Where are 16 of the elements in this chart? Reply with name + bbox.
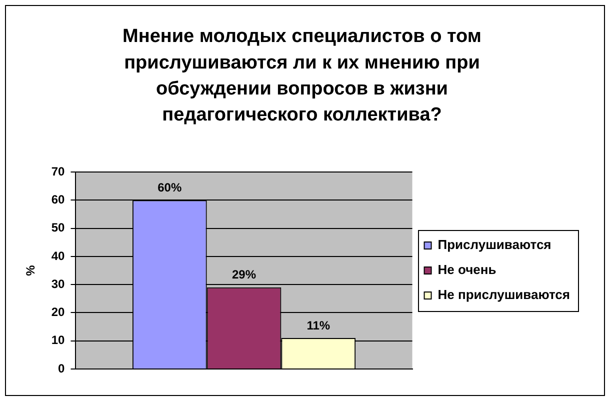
y-tick-label: 20 <box>51 305 66 320</box>
chart-title: Мнение молодых специалистов о том прислушиваются ли к их мнению при обсуждении вопросов в жизни педагогического коллектива? <box>122 26 482 126</box>
legend-label: Не прислушиваются <box>438 287 570 302</box>
y-tick-label: 70 <box>51 164 66 178</box>
legend-label: Прислушиваются <box>438 237 552 252</box>
y-axis-title: % <box>24 264 38 276</box>
y-tick-label: 30 <box>51 276 66 291</box>
y-tick-label: 0 <box>58 361 66 376</box>
y-tick-label: 60 <box>51 192 66 207</box>
y-tick-label: 50 <box>51 220 66 235</box>
y-tick-label: 40 <box>51 248 66 263</box>
data-label: 11% <box>306 318 330 332</box>
y-tick-label: 10 <box>51 333 66 348</box>
data-label: 29% <box>232 268 256 282</box>
data-label: 60% <box>158 180 182 195</box>
legend-label: Не очень <box>438 262 496 278</box>
